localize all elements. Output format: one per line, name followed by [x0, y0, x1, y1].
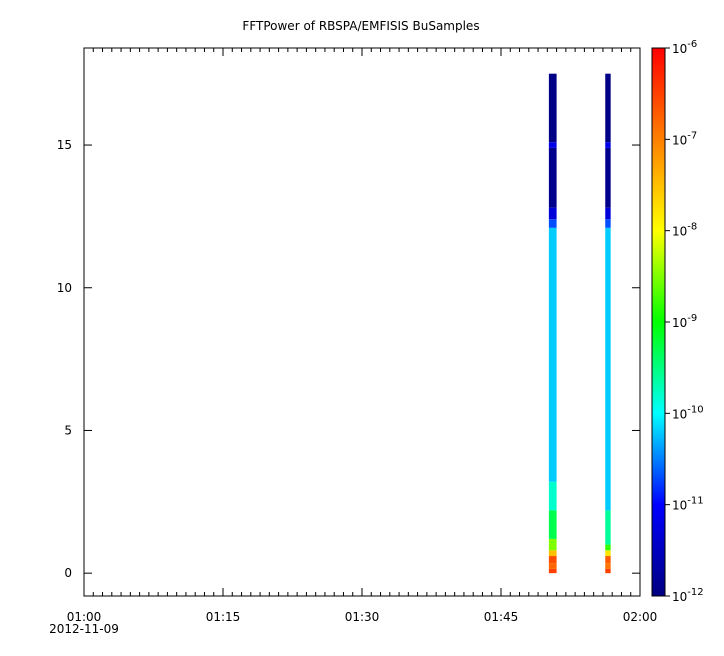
- data-cell-block1-band1: [548, 568, 557, 574]
- y-tick-label-10: 10: [57, 281, 72, 295]
- colorbar-tick-label: 10-11: [672, 496, 704, 513]
- y-tick-label-15: 15: [57, 138, 72, 152]
- colorbar-tick-label: 10-12: [672, 587, 704, 604]
- data-cell-block2-band3: [605, 556, 611, 564]
- data-cell-block1-band10: [548, 207, 557, 220]
- data-cell-block1-band7: [548, 481, 557, 511]
- data-cell-block1-band3: [548, 556, 557, 564]
- colorbar: 10-12 10-11 10-10 10-9 10-8 10-7 10-6: [651, 39, 704, 604]
- data-cell-block2-band4: [605, 550, 611, 557]
- colorbar-tick-label: 10-10: [672, 404, 704, 421]
- plot-area: 0 5 10 15 01:00 01:15 01:30 01:45 02:00 2012-11-0…: [49, 47, 658, 636]
- data-cell-block2-band7: [605, 227, 611, 511]
- data-cell-block2-band12: [605, 73, 611, 143]
- data-cell-block1-band12: [548, 142, 557, 148]
- colorbar-tick-label: 10-9: [672, 313, 697, 330]
- chart-title: FFTPower of RBSPA/EMFISIS BuSamples: [242, 19, 479, 33]
- x-tick-label-0200: 02:00: [623, 610, 658, 624]
- colorbar-gradient: [651, 47, 666, 597]
- y-tick-label-5: 5: [64, 423, 72, 437]
- data-cell-block1-band5: [548, 538, 557, 551]
- colorbar-tick-label: 10-7: [672, 130, 697, 147]
- data-cell-block2-band9: [605, 207, 611, 220]
- data-cell-block1-band4: [548, 550, 557, 557]
- data-cell-block2-band8: [605, 219, 611, 228]
- x-tick-label-0100: 01:00: [67, 610, 102, 624]
- colorbar-tick-label: 10-8: [672, 222, 697, 239]
- data-cell-block2-band11: [605, 142, 611, 148]
- x-date-label: 2012-11-09: [49, 622, 119, 636]
- data-cell-block2-band1: [605, 568, 611, 574]
- colorbar-tick-label: 10-6: [672, 39, 697, 56]
- data-cell-block2-band5: [605, 544, 611, 551]
- data-cell-block2-band2: [605, 563, 611, 569]
- data-cell-block2-band6: [605, 510, 611, 545]
- data-cell-block1-band11: [548, 147, 557, 208]
- y-tick-label-0: 0: [64, 566, 72, 580]
- data-cell-block1-band6: [548, 510, 557, 539]
- data-cell-block1-band13: [548, 73, 557, 143]
- x-tick-label-0145: 01:45: [484, 610, 519, 624]
- data-cell-block2-band10: [605, 147, 611, 208]
- data-cell-block1-band9: [548, 219, 557, 228]
- data-cell-block1-band8: [548, 227, 557, 482]
- x-tick-label-0115: 01:15: [206, 610, 241, 624]
- data-cell-block1-band2: [548, 563, 557, 569]
- x-tick-label-0130: 01:30: [345, 610, 380, 624]
